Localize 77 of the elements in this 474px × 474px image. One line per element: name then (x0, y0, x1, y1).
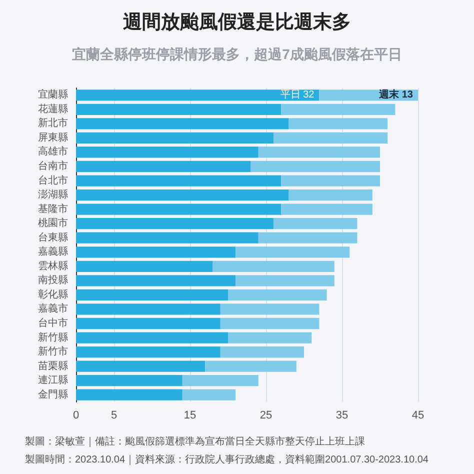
y-tick-label: 花蓮縣 (38, 102, 68, 115)
y-tick-label: 台中市 (38, 317, 68, 329)
bar (288, 189, 372, 201)
bar (76, 346, 220, 358)
bar (281, 104, 396, 115)
bar (76, 304, 220, 315)
x-tick-label: 5 (110, 410, 118, 422)
bar (274, 132, 388, 144)
y-tick-label: 彰化縣 (38, 288, 68, 300)
bar (76, 146, 258, 158)
bar (212, 260, 334, 272)
x-tick-label: 35 (336, 410, 348, 422)
bar (288, 118, 388, 130)
bar (76, 175, 282, 186)
bar (281, 204, 372, 215)
bar (76, 189, 289, 201)
x-tick-label: 25 (260, 410, 272, 422)
bar (250, 160, 380, 172)
y-tick-label: 苗栗縣 (38, 360, 68, 372)
bar (220, 346, 304, 358)
bar (76, 260, 213, 272)
bar (76, 360, 206, 372)
y-tick-label: 台東縣 (38, 231, 68, 244)
y-tick-label: 高雄市 (38, 146, 68, 158)
chart-subtitle: 宜蘭全縣停班停課情形最多，超過7成颱風假落在平日 (72, 46, 402, 62)
y-tick-label: 金門縣 (38, 388, 68, 400)
bar (76, 204, 282, 215)
text: 製圖時間：2023.10.04｜資料來源：行政院人事行政總處，資料範圍2001.07.30-2023.10.04 (25, 454, 429, 466)
y-tick-label: 新竹縣 (38, 331, 68, 344)
y-tick-label: 新北市 (38, 117, 68, 130)
x-tick-label: 15 (184, 410, 196, 422)
bar (182, 389, 236, 400)
x-tick-label: 45 (412, 410, 424, 422)
y-tick-label: 嘉義縣 (38, 246, 68, 258)
bar (76, 318, 220, 330)
bar (76, 232, 258, 244)
bar (76, 118, 289, 130)
y-tick-label: 宜蘭縣 (38, 88, 68, 101)
x-tick-label: 0 (72, 410, 80, 422)
bar (76, 375, 182, 386)
y-tick-label: 屏東縣 (38, 131, 68, 144)
bar (76, 332, 228, 344)
bar (76, 246, 236, 258)
y-tick-label: 新竹市 (38, 346, 68, 358)
bar (76, 104, 282, 115)
chart-title: 週間放颱風假還是比週末多 (122, 11, 351, 33)
bar (76, 132, 274, 144)
bar (228, 289, 327, 301)
y-tick-label: 台南市 (38, 160, 68, 172)
bar (228, 332, 312, 344)
y-tick-label: 南投縣 (38, 274, 68, 286)
y-tick-label: 基隆市 (38, 202, 68, 215)
bar (281, 175, 380, 186)
bar (258, 232, 358, 244)
bar (205, 360, 296, 372)
data-label: 平日 32 (280, 90, 315, 101)
y-tick-label: 嘉義市 (38, 302, 68, 315)
y-tick-label: 澎湖縣 (38, 188, 68, 201)
bar (182, 375, 258, 386)
bar (220, 318, 320, 330)
data-label: 週末 13 (378, 88, 414, 101)
text: 製圖：梁敏萱｜備註：颱風假篩選標準為宣布當日全天縣市整天停止上班上課 (25, 436, 365, 448)
bar (76, 389, 182, 400)
y-tick-label: 連江縣 (38, 374, 68, 386)
y-tick-label: 桃園市 (38, 217, 68, 230)
y-tick-label: 雲林縣 (38, 260, 68, 272)
bar (76, 275, 236, 286)
bar (76, 289, 228, 301)
bar (76, 160, 251, 172)
bar (274, 218, 358, 230)
bar (76, 90, 320, 101)
bar (76, 218, 274, 230)
bar (236, 275, 334, 286)
bar (236, 246, 350, 258)
bar (220, 304, 320, 315)
y-tick-label: 台北市 (38, 174, 68, 186)
bar (258, 146, 380, 158)
